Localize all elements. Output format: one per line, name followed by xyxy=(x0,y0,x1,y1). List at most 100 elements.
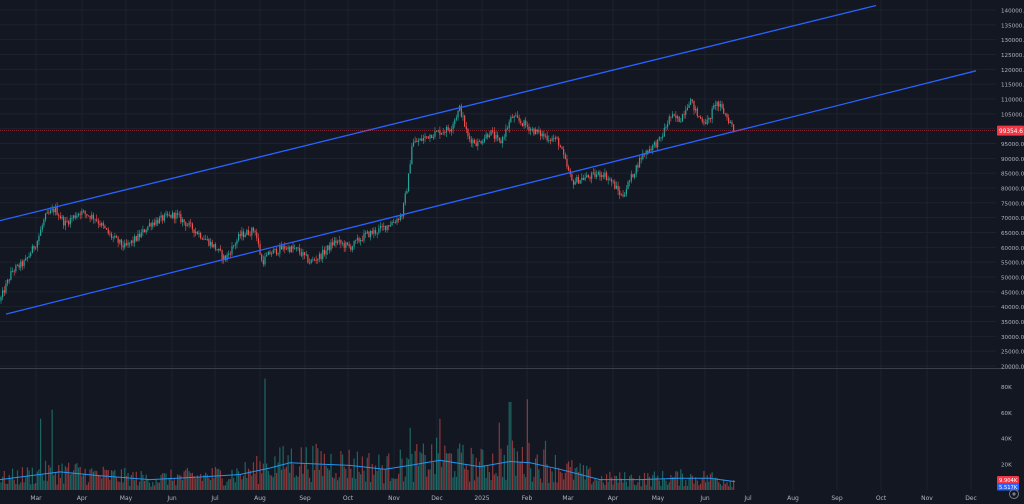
candle xyxy=(277,253,279,255)
channel-upper-line[interactable] xyxy=(0,4,877,222)
candle xyxy=(399,215,401,221)
volume-bar xyxy=(518,462,520,490)
candle xyxy=(584,177,586,180)
candle xyxy=(431,134,433,138)
volume-bar xyxy=(462,444,464,490)
volume-bar xyxy=(473,480,476,490)
candle xyxy=(490,130,492,136)
candle xyxy=(568,166,570,171)
candle xyxy=(238,234,240,241)
candle xyxy=(196,231,198,235)
volume-bar xyxy=(289,472,291,490)
volume-bar xyxy=(716,477,718,490)
candle xyxy=(393,222,395,223)
candle xyxy=(86,213,88,216)
candle xyxy=(412,142,415,147)
volume-bar xyxy=(148,482,151,490)
candle xyxy=(597,172,599,175)
candle xyxy=(574,181,576,185)
volume-bar xyxy=(604,484,606,490)
volume-bar xyxy=(510,401,512,490)
volume-bar xyxy=(528,442,530,490)
time-tick-label: Mar xyxy=(30,495,42,502)
volume-bar xyxy=(241,479,243,490)
volume-bar xyxy=(272,477,274,490)
candle xyxy=(325,250,327,255)
candle xyxy=(733,124,735,131)
candle xyxy=(667,123,669,128)
volume-bar xyxy=(297,476,299,490)
volume-bar xyxy=(330,453,332,490)
volume-bar xyxy=(729,480,731,490)
candle xyxy=(488,135,490,138)
volume-bar xyxy=(115,477,118,490)
volume-tick-label: 80K xyxy=(1001,385,1012,391)
volume-bar xyxy=(622,482,624,490)
candle xyxy=(582,177,585,180)
candle xyxy=(389,225,391,227)
candle xyxy=(79,213,81,215)
candle xyxy=(518,117,520,121)
candle xyxy=(708,118,710,120)
volume-bar xyxy=(8,474,10,490)
volume-pane[interactable] xyxy=(0,378,736,490)
channel-lower-line[interactable] xyxy=(5,70,977,315)
volume-bar xyxy=(642,479,644,490)
volume-bar xyxy=(221,478,223,490)
volume-bar xyxy=(110,470,113,490)
volume-bar xyxy=(26,467,28,490)
volume-bar xyxy=(700,483,702,490)
candle xyxy=(475,143,477,146)
candle xyxy=(91,214,93,219)
price-axis[interactable]: 140000.0 135000.0 130000.0 125000.0 120000.0… xyxy=(997,9,1024,371)
volume-bar xyxy=(605,474,608,490)
volume-bar xyxy=(602,482,604,490)
candle xyxy=(444,132,446,134)
candle xyxy=(335,240,337,243)
price-pane[interactable] xyxy=(0,0,996,490)
time-tick-label: Aug xyxy=(254,495,266,502)
volume-bar xyxy=(338,477,340,490)
candle xyxy=(675,115,677,119)
volume-bar xyxy=(36,471,38,490)
volume-bar xyxy=(13,479,15,490)
volume-bar xyxy=(114,469,116,490)
candle xyxy=(531,128,533,130)
time-axis[interactable]: Mar Apr May Jun Jul Aug Sep Oct Nov Dec 2025 Feb Mar… xyxy=(30,495,976,502)
candle xyxy=(110,233,113,238)
candle xyxy=(457,110,459,118)
volume-bar xyxy=(191,472,193,490)
volume-bar xyxy=(0,482,2,490)
candle xyxy=(333,240,335,246)
volume-bar xyxy=(2,476,4,490)
candle xyxy=(508,122,510,129)
volume-bar xyxy=(63,483,65,490)
candle xyxy=(104,225,106,229)
volume-bar xyxy=(467,469,469,490)
candle xyxy=(40,229,42,236)
candle xyxy=(688,104,690,108)
candle xyxy=(341,243,344,245)
candle xyxy=(558,138,560,146)
volume-bar xyxy=(384,469,387,490)
candle xyxy=(332,242,334,246)
volume-bar xyxy=(596,480,598,490)
candle xyxy=(610,179,613,182)
candle xyxy=(645,150,647,155)
volume-bar xyxy=(652,475,654,490)
candle xyxy=(498,137,500,141)
volume-bar xyxy=(383,483,385,490)
volume-bar xyxy=(477,476,479,490)
price-tick-label: 105000.0 xyxy=(1001,112,1024,118)
volume-bar xyxy=(313,470,316,490)
volume-bar xyxy=(76,463,78,490)
volume-bar xyxy=(653,471,655,490)
candle xyxy=(328,245,330,250)
volume-bar xyxy=(396,478,398,490)
candle xyxy=(539,130,542,137)
candle xyxy=(8,279,10,281)
settings-icon[interactable] xyxy=(1009,489,1019,499)
